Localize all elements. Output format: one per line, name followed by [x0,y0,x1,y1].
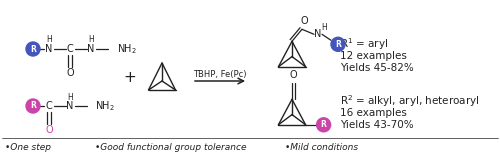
Text: TBHP, Fe(Pc): TBHP, Fe(Pc) [193,70,247,78]
Text: R: R [335,40,341,49]
Circle shape [316,118,330,132]
Text: R: R [30,44,36,54]
Text: R: R [320,120,326,129]
Text: •One step: •One step [5,142,51,151]
Text: H: H [46,36,52,44]
Text: O: O [45,125,53,135]
Text: R$^{2}$ = alkyl, aryl, heteroaryl: R$^{2}$ = alkyl, aryl, heteroaryl [340,93,479,109]
Text: Yields 43-70%: Yields 43-70% [340,120,413,130]
Text: R: R [30,102,36,110]
Text: H: H [67,93,73,102]
Circle shape [26,42,40,56]
Text: Yields 45-82%: Yields 45-82% [340,63,414,73]
Text: C: C [66,44,73,54]
Text: O: O [300,16,308,26]
Text: N: N [314,29,322,39]
Text: H: H [321,23,327,32]
Circle shape [331,37,345,51]
Text: NH$_2$: NH$_2$ [95,99,115,113]
Text: N: N [88,44,94,54]
Text: N: N [66,101,73,111]
Text: H: H [88,36,94,44]
Text: R$^{1}$ = aryl: R$^{1}$ = aryl [340,36,388,52]
Text: C: C [46,101,52,111]
Text: +: + [124,71,136,85]
Text: N: N [46,44,52,54]
Text: 12 examples: 12 examples [340,51,407,61]
Text: O: O [289,70,297,80]
Text: •Mild conditions: •Mild conditions [285,142,358,151]
Text: NH$_2$: NH$_2$ [117,42,137,56]
Text: •Good functional group tolerance: •Good functional group tolerance [95,142,246,151]
Text: O: O [66,68,74,78]
Text: 16 examples: 16 examples [340,108,407,118]
Circle shape [26,99,40,113]
